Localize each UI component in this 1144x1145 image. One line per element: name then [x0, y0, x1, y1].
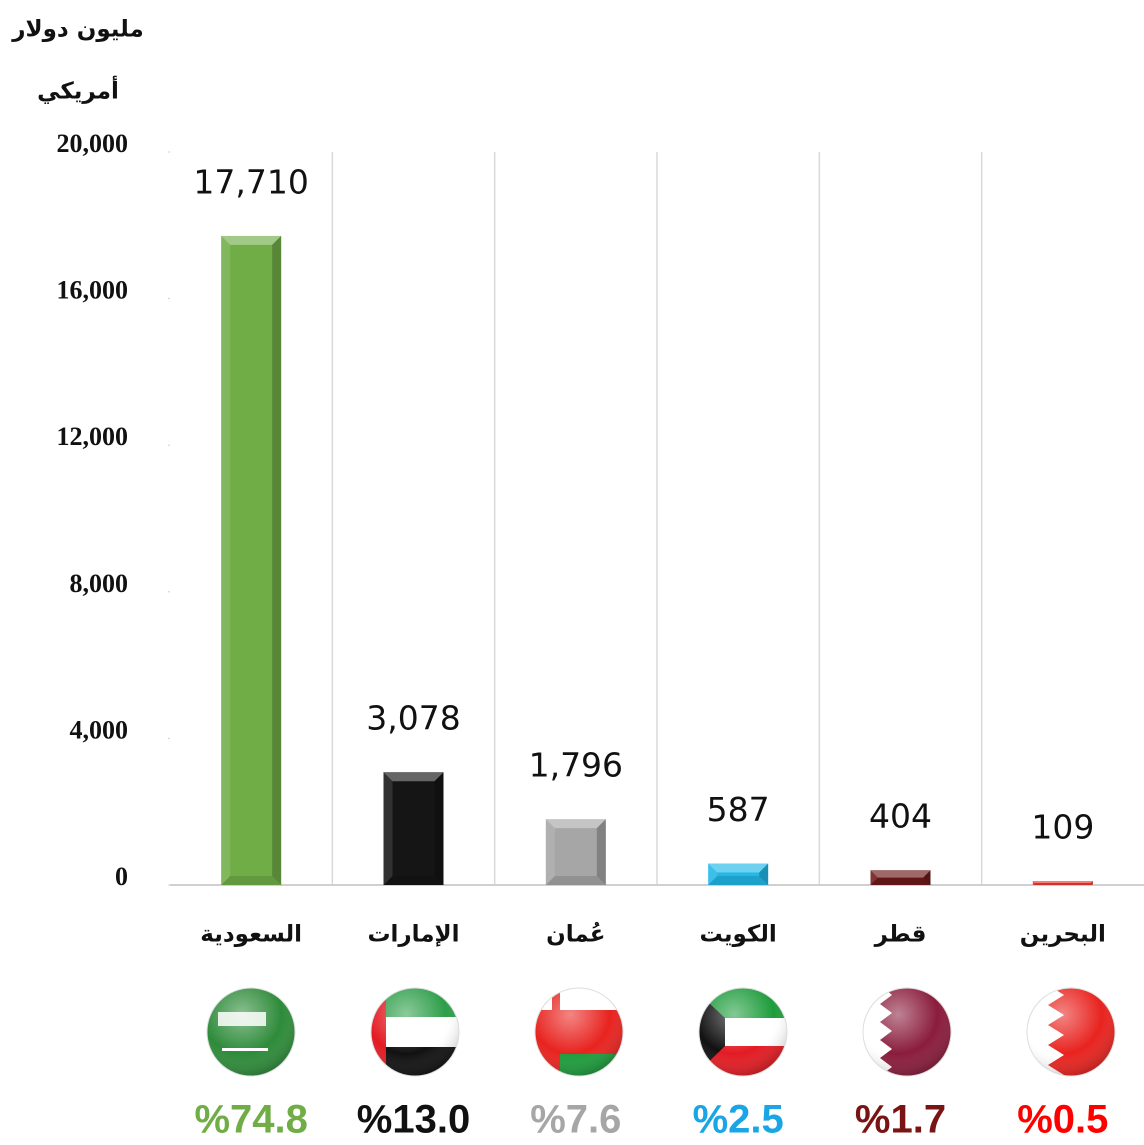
y-tick-label: 8,000: [70, 569, 129, 598]
flag-shine: [698, 987, 788, 1077]
bar-bevel: [545, 876, 606, 885]
bar-bevel: [870, 877, 931, 885]
bar: [221, 235, 282, 886]
bar-bevel: [708, 876, 769, 885]
y-tick-label: 12,000: [57, 422, 129, 451]
value-label: 587: [707, 790, 770, 829]
flag-shine: [1026, 987, 1116, 1077]
bar-bevel: [383, 772, 393, 885]
bar-bevel: [221, 235, 282, 245]
share-label: %74.8: [194, 1098, 307, 1142]
bar-bevel: [1032, 881, 1035, 885]
x-tick-label: عُمان: [546, 921, 605, 947]
x-tick-label: البحرين: [1020, 922, 1106, 948]
x-tick-label: الكويت: [700, 922, 777, 948]
flags: [206, 987, 1116, 1077]
bar-bevel: [596, 819, 606, 885]
bar-bevel: [383, 876, 444, 885]
value-label: 109: [1031, 808, 1094, 847]
bar-bevel: [221, 235, 231, 886]
bar-bevel: [923, 870, 931, 885]
bar: [545, 819, 606, 885]
share-label: %0.5: [1017, 1098, 1108, 1142]
bar-bevel: [545, 819, 555, 885]
bar-bevel: [1032, 883, 1093, 885]
share-label: %13.0: [357, 1098, 470, 1142]
bar-bevel: [545, 819, 606, 829]
y-tick-label: 20,000: [57, 129, 129, 158]
share-label: %7.6: [530, 1098, 621, 1142]
y-axis-label: أمريكي: [37, 75, 119, 105]
value-label: 17,710: [193, 162, 308, 201]
y-axis-label: مليون دولار: [11, 17, 144, 43]
share-label: %2.5: [693, 1098, 784, 1142]
bar: [708, 863, 769, 885]
y-tick-label: 0: [115, 862, 128, 891]
bar-bevel: [221, 876, 282, 885]
bar-bevel: [708, 863, 718, 885]
bar-bevel: [434, 772, 444, 885]
flag-shine: [206, 987, 296, 1077]
bar-bevel: [383, 772, 444, 782]
flag-shine: [370, 987, 460, 1077]
share-label: %1.7: [855, 1098, 946, 1142]
bar-bevel: [1032, 881, 1093, 884]
bar-bevel: [272, 235, 282, 886]
value-label: 1,796: [529, 746, 623, 785]
x-tick-label: السعودية: [200, 922, 302, 948]
x-tick-label: الإمارات: [367, 922, 459, 948]
value-label: 3,078: [366, 699, 460, 738]
value-label: 404: [869, 797, 932, 836]
y-tick-label: 4,000: [70, 715, 129, 744]
flag-shine: [862, 987, 952, 1077]
bar-bevel: [708, 863, 769, 873]
bar-bevel: [870, 870, 931, 878]
flag-shine: [534, 987, 624, 1077]
bar-bevel: [759, 863, 769, 885]
bar: [383, 772, 444, 885]
bar-bevel: [870, 870, 878, 885]
x-tick-label: قطر: [874, 922, 927, 948]
bar: [1032, 881, 1093, 885]
bar: [870, 870, 931, 885]
bar-bevel: [1090, 881, 1093, 885]
y-tick-label: 16,000: [57, 276, 129, 305]
